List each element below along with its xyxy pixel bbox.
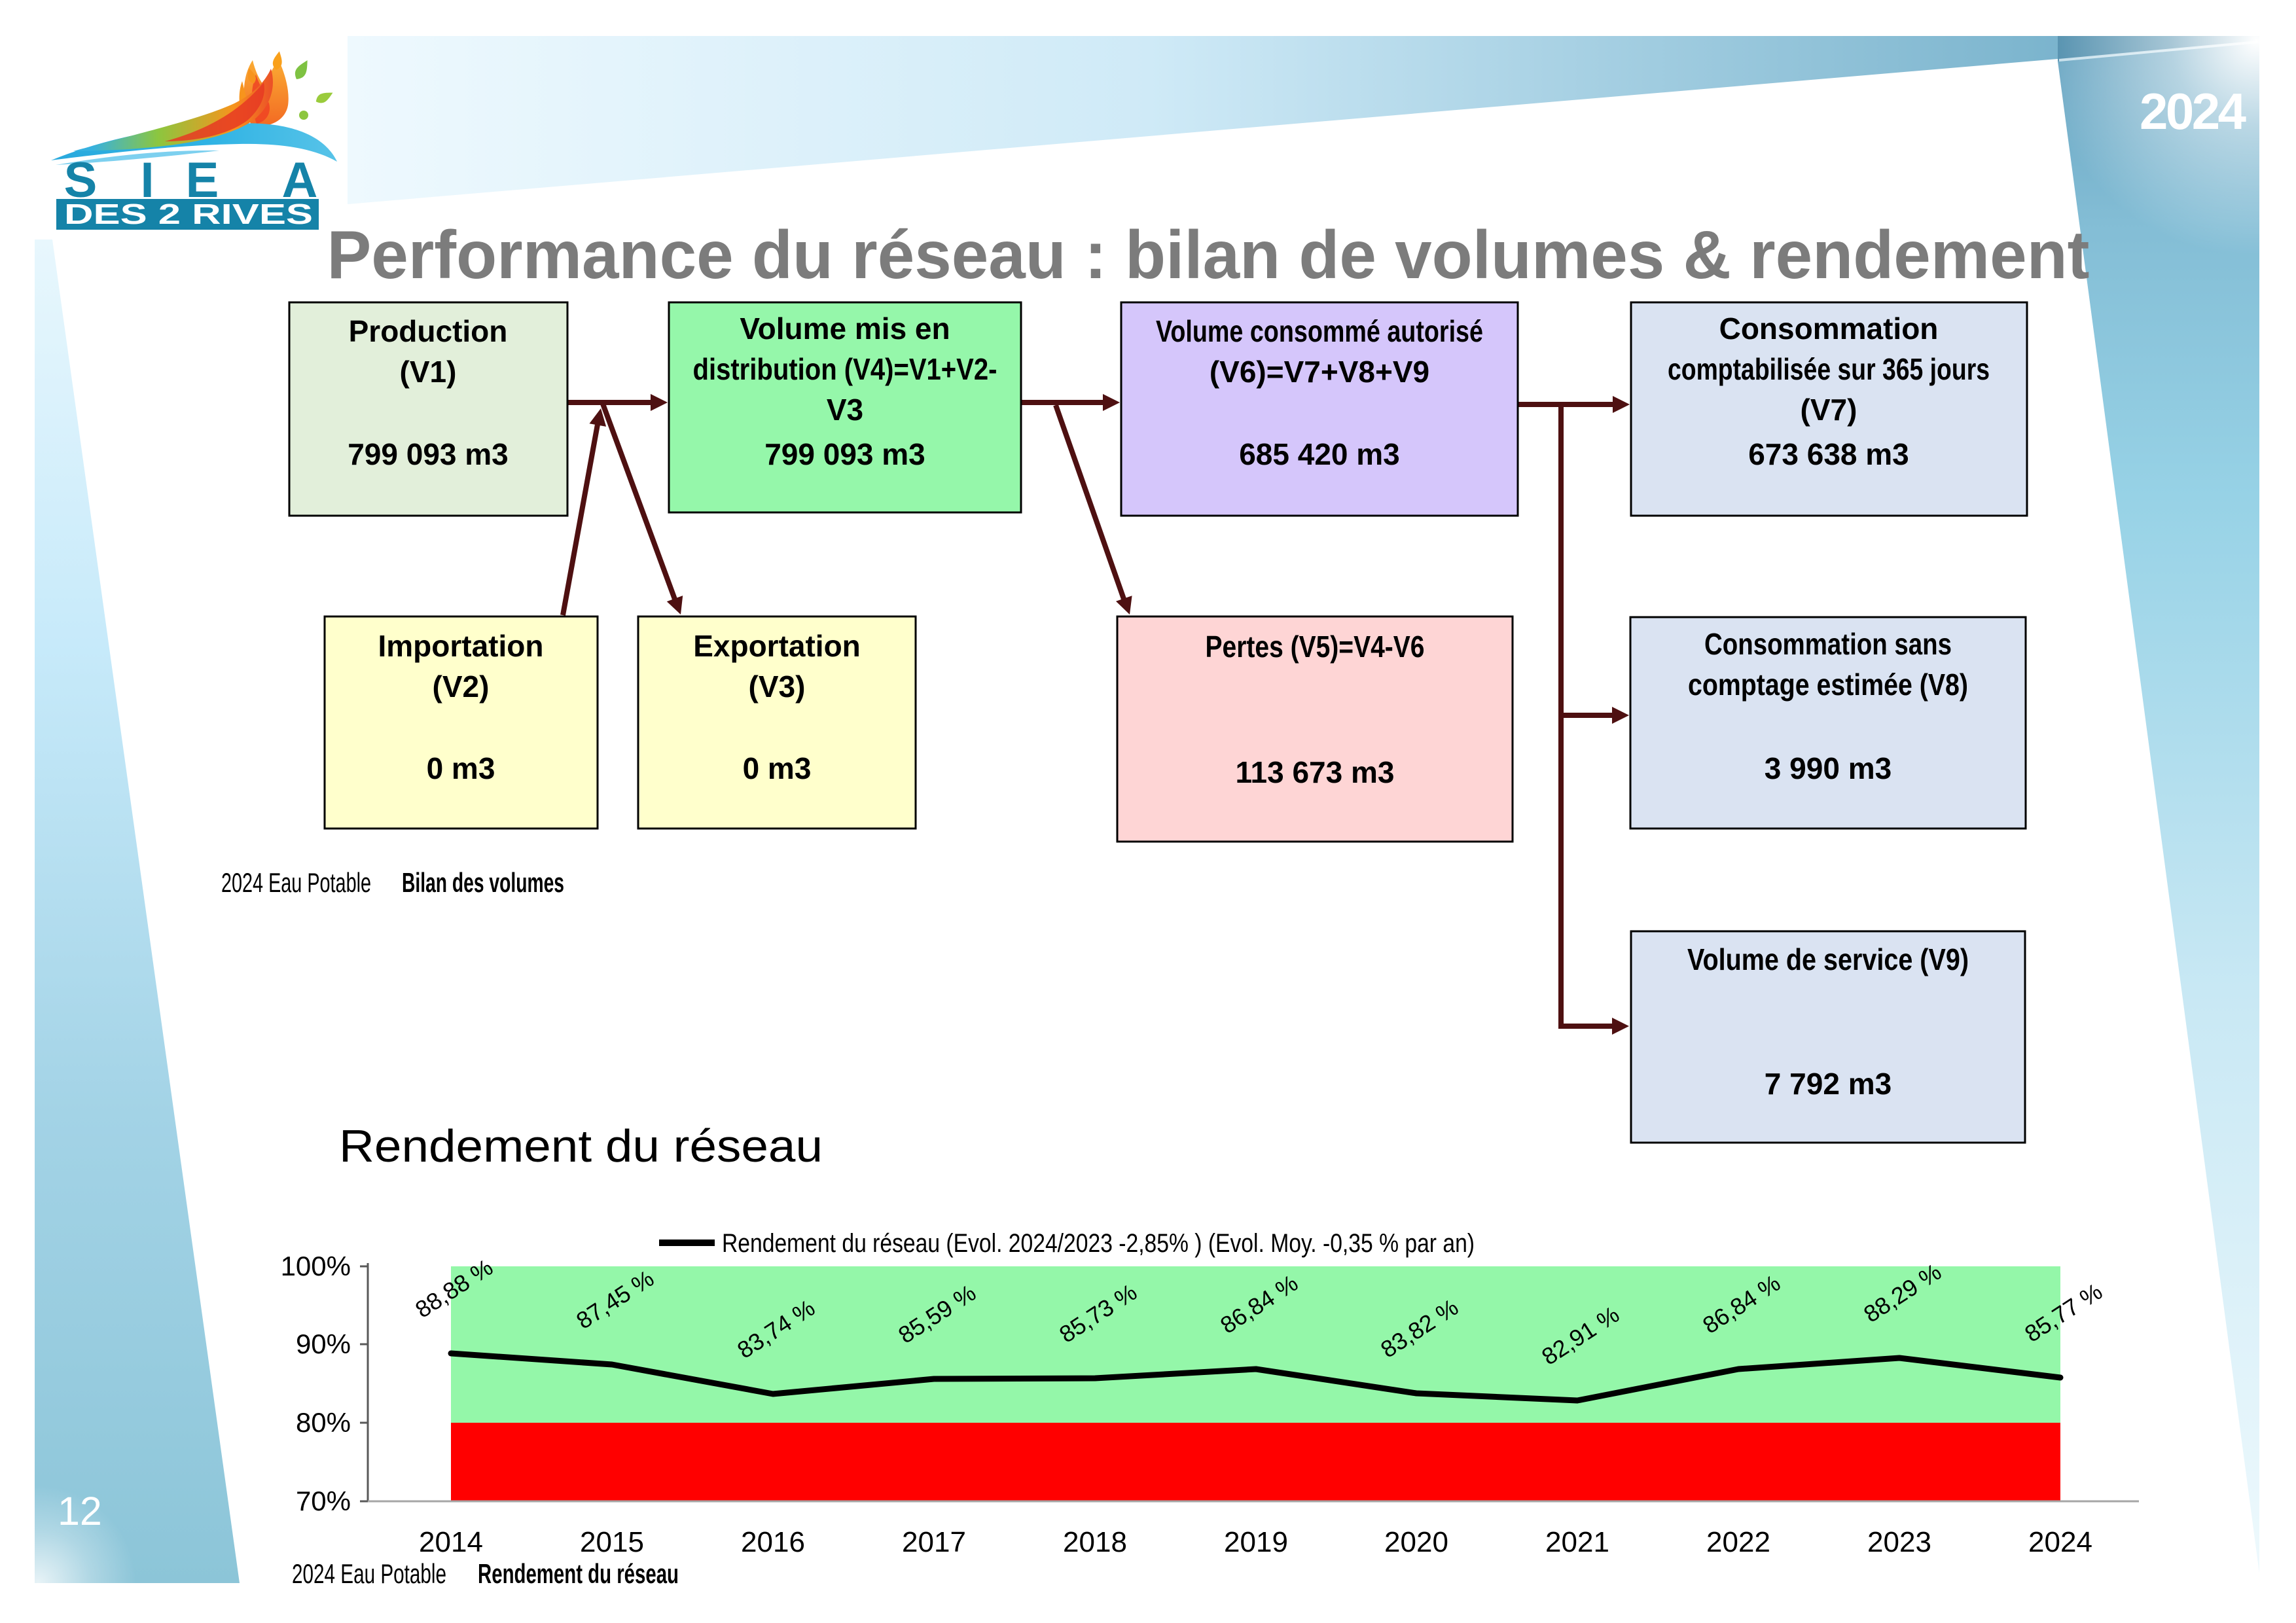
svg-text:S: S <box>64 152 98 208</box>
svg-text:2021: 2021 <box>1545 1526 1609 1558</box>
svg-text:2023: 2023 <box>1867 1526 1931 1558</box>
svg-text:2024 Eau Potable: 2024 Eau Potable <box>292 1558 446 1589</box>
svg-text:70%: 70% <box>296 1486 351 1516</box>
svg-text:comptabilisée sur 365 jours: comptabilisée sur 365 jours <box>1668 352 1990 386</box>
svg-text:Consommation sans: Consommation sans <box>1704 627 1952 661</box>
svg-text:Importation: Importation <box>378 629 544 663</box>
svg-text:673 638 m3: 673 638 m3 <box>1748 437 1909 471</box>
svg-text:12: 12 <box>58 1489 102 1533</box>
svg-text:2020: 2020 <box>1384 1526 1448 1558</box>
svg-text:2014: 2014 <box>419 1526 483 1558</box>
svg-text:Rendement du réseau: Rendement du réseau <box>339 1120 823 1171</box>
svg-text:DES 2 RIVES: DES 2 RIVES <box>64 198 313 230</box>
svg-text:Production: Production <box>349 314 508 348</box>
svg-text:80%: 80% <box>296 1407 351 1438</box>
svg-text:2024: 2024 <box>2028 1526 2092 1558</box>
svg-text:7 792 m3: 7 792 m3 <box>1765 1067 1892 1101</box>
svg-text:2018: 2018 <box>1063 1526 1127 1558</box>
svg-text:(V1): (V1) <box>400 355 457 389</box>
svg-text:799 093 m3: 799 093 m3 <box>764 437 925 471</box>
svg-text:0 m3: 0 m3 <box>743 751 812 785</box>
svg-text:Exportation: Exportation <box>693 629 861 663</box>
svg-text:90%: 90% <box>296 1329 351 1359</box>
svg-text:Consommation: Consommation <box>1719 312 1939 346</box>
svg-text:I: I <box>140 152 154 208</box>
svg-text:2024: 2024 <box>2140 82 2246 140</box>
svg-text:2016: 2016 <box>741 1526 805 1558</box>
svg-text:Volume de service (V9): Volume de service (V9) <box>1687 942 1969 976</box>
svg-text:(V2): (V2) <box>433 669 490 704</box>
svg-text:113 673 m3: 113 673 m3 <box>1235 755 1394 789</box>
svg-text:E: E <box>186 152 219 208</box>
svg-text:Volume consommé autorisé: Volume consommé autorisé <box>1156 314 1483 348</box>
svg-text:Pertes (V5)=V4-V6: Pertes (V5)=V4-V6 <box>1206 630 1425 664</box>
svg-text:100%: 100% <box>281 1251 351 1281</box>
svg-text:distribution (V4)=V1+V2-: distribution (V4)=V1+V2- <box>693 352 997 386</box>
svg-text:(V3): (V3) <box>749 669 806 704</box>
svg-text:799 093 m3: 799 093 m3 <box>348 437 509 471</box>
svg-text:(V7): (V7) <box>1801 393 1857 427</box>
svg-text:Bilan des volumes: Bilan des volumes <box>402 867 564 898</box>
svg-text:Performance du réseau : bilan: Performance du réseau : bilan de volumes… <box>327 217 2090 293</box>
svg-text:0 m3: 0 m3 <box>427 751 495 785</box>
svg-text:2017: 2017 <box>902 1526 966 1558</box>
svg-text:2022: 2022 <box>1706 1526 1770 1558</box>
svg-text:2015: 2015 <box>580 1526 644 1558</box>
svg-text:(V6)=V7+V8+V9: (V6)=V7+V8+V9 <box>1210 355 1429 389</box>
svg-text:A: A <box>282 152 318 208</box>
svg-text:Rendement du réseau: Rendement du réseau <box>478 1558 679 1589</box>
svg-text:2019: 2019 <box>1224 1526 1288 1558</box>
svg-text:3 990 m3: 3 990 m3 <box>1765 751 1892 785</box>
svg-text:685 420 m3: 685 420 m3 <box>1239 437 1400 471</box>
svg-text:comptage estimée (V8): comptage estimée (V8) <box>1688 668 1968 702</box>
svg-text:V3: V3 <box>827 393 863 427</box>
svg-text:Volume mis en: Volume mis en <box>740 312 950 346</box>
svg-text:Rendement du réseau (Evol. 202: Rendement du réseau (Evol. 2024/2023 -2,… <box>722 1229 1475 1258</box>
svg-text:2024 Eau Potable: 2024 Eau Potable <box>221 867 371 898</box>
